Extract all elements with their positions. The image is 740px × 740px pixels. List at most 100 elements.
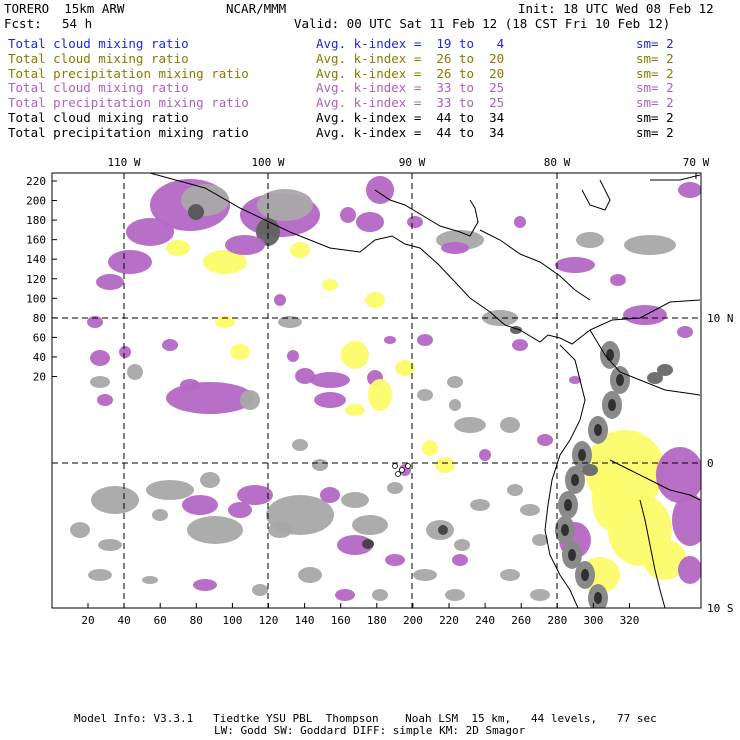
field-patch-86	[337, 535, 373, 555]
field-patch-16	[514, 216, 526, 228]
andes-core-0	[606, 349, 614, 361]
field-patch-37	[278, 316, 302, 328]
field-patch-105	[445, 589, 465, 601]
field-patch-88	[385, 554, 405, 566]
andes-core-1	[616, 374, 624, 386]
field-patch-36	[230, 344, 250, 360]
x-tick-label-15: 320	[620, 614, 640, 627]
field-patch-3	[257, 189, 313, 221]
legend-sm-1: sm= 2	[636, 50, 674, 66]
field-patch-49	[90, 376, 110, 388]
field-patch-15	[407, 216, 423, 228]
field-patch-22	[576, 232, 604, 248]
lon-label-0: 110 W	[107, 156, 140, 169]
field-patch-116	[700, 451, 701, 459]
coastline-1	[374, 189, 479, 237]
field-patch-32	[119, 346, 131, 358]
legend-sm-6: sm= 2	[636, 124, 674, 140]
field-patch-59	[447, 376, 463, 388]
field-patch-112	[643, 540, 687, 580]
andes-core-2	[608, 399, 616, 411]
cell-1	[657, 364, 673, 376]
legend-field-3: Total cloud mixing ratio	[8, 80, 189, 96]
legend-field-5: Total cloud mixing ratio	[8, 110, 189, 125]
field-patch-91	[454, 539, 470, 551]
field-patch-90	[438, 525, 448, 535]
x-tick-label-13: 280	[547, 614, 567, 627]
field-patch-84	[98, 539, 122, 551]
field-patch-115	[592, 470, 628, 530]
field-patch-28	[677, 326, 693, 338]
field-patch-20	[365, 292, 385, 308]
x-tick-label-6: 140	[295, 614, 315, 627]
field-patch-103	[372, 589, 388, 601]
lon-label-4: 70 W	[683, 156, 710, 169]
field-patch-60	[449, 399, 461, 411]
field-patch-102	[335, 589, 355, 601]
y-tick-label-2: 180	[26, 214, 46, 227]
field-patch-76	[187, 516, 243, 544]
field-patch-35	[215, 316, 235, 328]
coastlines	[149, 173, 701, 608]
field-patch-81	[352, 515, 388, 535]
field-patch-93	[470, 499, 490, 511]
field-patch-6	[126, 218, 174, 246]
field-patch-97	[88, 569, 112, 581]
field-patch-79	[268, 522, 292, 538]
field-patch-61	[454, 417, 486, 433]
init-time: Init: 18 UTC Wed 08 Feb 12	[518, 1, 714, 16]
axis-ticks: 110 W 100 W 90 W 80 W 70 W 10 N 0 10 S 220 200 180…	[26, 156, 733, 627]
coastline-6	[639, 499, 666, 608]
field-patch-38	[274, 294, 286, 306]
lon-label-1: 100 W	[251, 156, 284, 169]
lat-label-0: 10 N	[707, 312, 734, 325]
legend-field-2: Total precipitation mixing ratio	[8, 65, 249, 81]
legend-kindex-4: Avg. k-index = 33 to 25	[316, 95, 505, 111]
model-title: TORERO 15km ARW	[4, 1, 125, 16]
andes-core-7	[561, 524, 569, 536]
field-patch-104	[413, 569, 437, 581]
field-patch-50	[97, 394, 113, 406]
field-patch-34	[162, 339, 178, 351]
legend-kindex-5: Avg. k-index = 44 to 34	[316, 110, 505, 125]
x-tick-label-5: 120	[259, 614, 279, 627]
field-patch-4	[256, 218, 280, 246]
field-patch-53	[240, 390, 260, 410]
x-tick-label-14: 300	[583, 614, 603, 627]
x-tick-label-8: 180	[367, 614, 387, 627]
field-patch-12	[290, 242, 310, 258]
field-patch-31	[87, 316, 103, 328]
model-info-line2: LW: Godd SW: Goddard DIFF: simple KM: 2D…	[214, 724, 526, 737]
cell-0	[647, 372, 663, 384]
andes-core-8	[568, 549, 576, 561]
field-patch-82	[387, 482, 403, 494]
legend-field-4: Total precipitation mixing ratio	[8, 95, 249, 111]
field-patch-101	[298, 567, 322, 583]
field-patch-21	[322, 279, 338, 291]
legend-kindex-6: Avg. k-index = 44 to 34	[316, 124, 505, 140]
x-tick-label-7: 160	[331, 614, 351, 627]
field-patch-87	[362, 539, 374, 549]
x-tick-label-10: 220	[439, 614, 459, 627]
legend-sm-3: sm= 2	[636, 80, 674, 96]
model-info-line1: Model Info: V3.3.1 Tiedtke YSU PBL Thomp…	[74, 712, 657, 725]
field-patch-25	[678, 182, 701, 198]
field-patch-44	[368, 379, 392, 411]
field-patch-9	[203, 250, 247, 274]
x-tick-label-12: 260	[511, 614, 531, 627]
andes-core-3	[594, 424, 602, 436]
coastline-2	[479, 229, 591, 301]
legend-sm-4: sm= 2	[636, 95, 674, 111]
coastline-4	[589, 329, 701, 396]
y-tick-label-3: 160	[26, 234, 46, 247]
island-3	[395, 471, 401, 477]
field-patch-46	[417, 334, 433, 346]
island-2	[405, 463, 411, 469]
andes-core-10	[594, 592, 602, 604]
field-patch-111	[672, 494, 701, 546]
field-patch-58	[417, 389, 433, 401]
field-patch-92	[452, 554, 468, 566]
lat-label-1: 0	[707, 457, 714, 470]
cloud-fields	[70, 176, 701, 608]
field-patch-57	[345, 404, 365, 416]
